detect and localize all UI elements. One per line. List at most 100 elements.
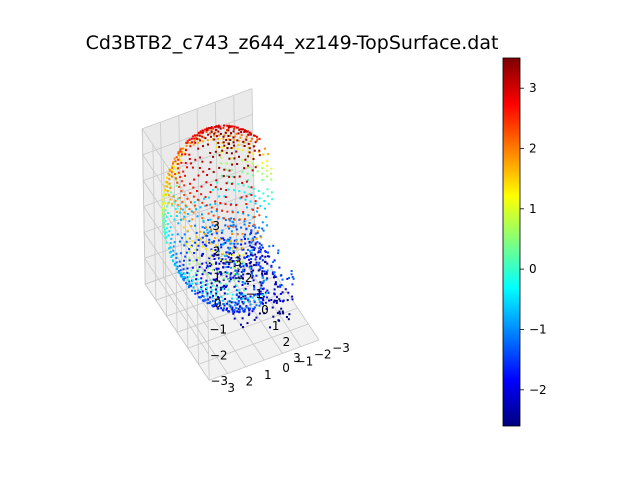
- data-point: [210, 290, 213, 293]
- data-point: [242, 210, 245, 213]
- data-point: [214, 298, 217, 301]
- data-point: [209, 152, 212, 154]
- data-point: [206, 261, 209, 264]
- data-point: [252, 308, 255, 310]
- data-point: [252, 208, 254, 211]
- data-point: [227, 252, 230, 255]
- data-point: [214, 249, 217, 251]
- data-point: [210, 206, 213, 209]
- data-point: [230, 157, 233, 160]
- data-point: [196, 282, 199, 285]
- data-point: [191, 141, 194, 144]
- data-point: [249, 200, 252, 203]
- data-point: [233, 239, 236, 242]
- data-point: [250, 241, 253, 244]
- data-point: [251, 237, 254, 240]
- data-point: [256, 210, 258, 213]
- data-point: [171, 202, 174, 205]
- data-point: [198, 291, 201, 294]
- data-point: [247, 142, 250, 145]
- data-point: [194, 272, 197, 275]
- data-point: [231, 220, 234, 223]
- data-point: [186, 139, 189, 142]
- z-tick-label: −2: [210, 348, 228, 362]
- colorbar-tick-label: 1: [529, 202, 537, 216]
- data-point: [254, 253, 257, 256]
- data-point: [206, 234, 209, 237]
- data-point: [271, 271, 274, 274]
- data-point: [201, 160, 204, 163]
- data-point: [231, 306, 234, 309]
- data-point: [164, 185, 167, 188]
- data-point: [217, 253, 220, 256]
- data-point: [174, 173, 176, 176]
- data-point: [200, 284, 203, 287]
- data-point: [209, 183, 212, 186]
- data-point: [187, 276, 190, 279]
- data-point: [259, 290, 262, 293]
- data-point: [266, 195, 269, 198]
- data-point: [204, 204, 207, 207]
- data-point: [244, 282, 247, 285]
- data-point: [248, 300, 251, 303]
- data-point: [165, 235, 168, 238]
- data-point: [166, 185, 169, 188]
- data-point: [236, 247, 239, 250]
- data-point: [215, 294, 218, 297]
- data-point: [255, 304, 258, 307]
- data-point: [217, 250, 220, 253]
- data-point: [164, 193, 167, 196]
- data-point: [243, 130, 246, 133]
- data-point: [215, 292, 218, 295]
- data-point: [238, 139, 241, 142]
- data-point: [214, 128, 217, 131]
- data-point: [243, 301, 245, 304]
- data-point: [181, 276, 184, 278]
- data-point: [225, 189, 228, 191]
- data-point: [247, 155, 250, 158]
- data-point: [207, 219, 210, 222]
- data-point: [251, 310, 254, 313]
- data-point: [248, 265, 251, 268]
- data-point: [210, 233, 213, 236]
- data-point: [222, 137, 225, 140]
- data-point: [188, 259, 191, 262]
- data-point: [177, 171, 180, 174]
- data-point: [210, 228, 213, 231]
- data-point: [252, 279, 255, 282]
- data-point: [194, 248, 197, 251]
- data-point: [188, 248, 191, 251]
- data-point: [230, 257, 233, 259]
- data-point: [250, 251, 253, 254]
- data-point: [281, 291, 284, 294]
- data-point: [197, 174, 200, 177]
- data-point: [177, 151, 180, 154]
- data-point: [254, 134, 257, 137]
- data-point: [224, 259, 227, 262]
- data-point: [203, 269, 206, 272]
- data-point: [188, 272, 191, 275]
- data-point: [191, 240, 194, 243]
- data-point: [255, 135, 258, 138]
- data-point: [229, 126, 232, 128]
- data-point: [247, 164, 250, 167]
- data-point: [258, 242, 261, 245]
- data-point: [198, 134, 201, 137]
- data-point: [244, 158, 247, 161]
- data-point: [200, 277, 203, 280]
- data-point: [225, 251, 228, 254]
- data-point: [291, 283, 294, 286]
- data-point: [212, 127, 215, 130]
- data-point: [220, 273, 223, 276]
- data-point: [176, 197, 179, 200]
- data-point: [290, 270, 293, 272]
- data-point: [183, 184, 186, 187]
- data-point: [251, 249, 254, 252]
- data-point: [230, 272, 233, 275]
- data-point: [251, 272, 253, 275]
- data-point: [200, 185, 203, 188]
- data-point: [231, 254, 234, 257]
- data-point: [231, 308, 234, 311]
- data-point: [223, 304, 226, 307]
